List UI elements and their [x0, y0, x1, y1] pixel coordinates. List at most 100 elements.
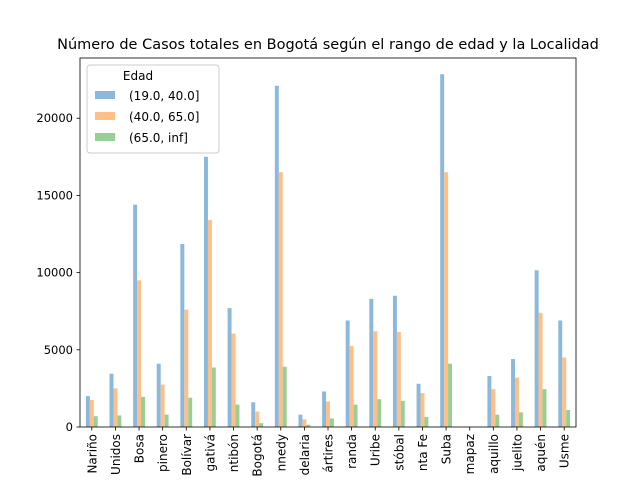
- bar: [562, 357, 567, 427]
- x-tick-label: Uribe: [369, 434, 383, 466]
- bar: [188, 397, 193, 427]
- bar: [141, 396, 145, 427]
- bar: [207, 220, 212, 427]
- legend-swatch: [95, 133, 115, 141]
- bar: [420, 393, 425, 427]
- legend: Edad (19.0, 40.0] (40.0, 65.0] (65.0, inf]: [86, 64, 220, 154]
- bar: [487, 376, 492, 427]
- bar: [400, 400, 405, 427]
- bar: [85, 396, 90, 427]
- bar: [416, 383, 421, 427]
- y-tick-label: 5000: [44, 343, 73, 357]
- axes-layer: 0 5000 10000 15000 20000 Nariño Unidos Bosa pine…: [36, 57, 577, 477]
- bar: [353, 404, 358, 427]
- bar: [160, 384, 165, 427]
- bar: [274, 85, 279, 427]
- bar: [231, 333, 236, 427]
- bar: [164, 414, 169, 427]
- bar: [306, 424, 311, 427]
- bar: [424, 416, 429, 427]
- bars-layer: [85, 74, 571, 428]
- x-tick-label: gativá: [203, 434, 217, 471]
- bar: [373, 331, 378, 427]
- bar: [282, 366, 287, 427]
- bar: [369, 298, 374, 427]
- chart-title: Número de Casos totales en Bogotá según …: [57, 37, 599, 53]
- bar: [251, 402, 256, 427]
- x-tick-label: Nariño: [85, 434, 99, 474]
- bar: [495, 414, 500, 427]
- bar: [89, 399, 94, 427]
- bar: [448, 363, 452, 427]
- bar: [298, 414, 303, 427]
- bar: [278, 172, 283, 427]
- y-tick-label: 15000: [36, 188, 73, 202]
- x-tick-label: aquén: [534, 434, 548, 472]
- bar: [133, 204, 138, 427]
- bar: [227, 308, 232, 427]
- bar: [377, 399, 382, 427]
- x-tick-label: nnedy: [274, 434, 288, 471]
- x-tick-label: mapaz: [463, 434, 477, 474]
- y-tick-label: 0: [66, 420, 73, 434]
- bar: [204, 156, 208, 427]
- legend-swatch: [95, 112, 115, 120]
- bar: [329, 418, 334, 427]
- x-tick-label: delaria: [298, 434, 312, 475]
- bar: [558, 320, 563, 427]
- legend-label: (65.0, inf]: [129, 131, 188, 145]
- bar: [396, 332, 401, 427]
- x-tick-label: Suba: [440, 434, 454, 464]
- bar: [117, 415, 122, 427]
- x-tick-label: stóbal: [392, 434, 406, 471]
- x-tick-label: pinero: [156, 434, 170, 472]
- x-tick-label: Unidos: [109, 434, 123, 475]
- legend-title: Edad: [123, 69, 153, 83]
- x-tick-label: Usme: [558, 434, 572, 468]
- x-tick-label: Bogotá: [251, 434, 265, 477]
- x-tick-label: juelito: [510, 434, 524, 472]
- bar: [109, 373, 114, 427]
- bar: [137, 280, 142, 427]
- x-tick-label: Bolívar: [180, 434, 194, 476]
- bar: [518, 412, 523, 427]
- legend-swatch: [95, 91, 115, 99]
- bar: [514, 377, 519, 427]
- bar: [440, 74, 445, 428]
- bar: [534, 270, 539, 427]
- x-tick-label: ntibón: [227, 434, 241, 472]
- bar: [255, 411, 260, 427]
- bar: [538, 312, 543, 427]
- bar: [180, 244, 185, 427]
- bar: [491, 389, 496, 427]
- bar: [326, 401, 330, 427]
- x-tick-label: Bosa: [133, 434, 147, 463]
- bar: [511, 359, 515, 427]
- bar: [349, 345, 354, 427]
- bar: [156, 363, 161, 427]
- bar: [302, 419, 307, 427]
- bar: [392, 295, 397, 427]
- legend-label: (19.0, 40.0]: [129, 89, 199, 103]
- x-tick-label: aquillo: [487, 434, 501, 474]
- bar: [113, 388, 118, 427]
- bar: [259, 423, 264, 427]
- bar: [211, 367, 216, 427]
- legend-box: [86, 64, 220, 154]
- bar: [184, 309, 189, 427]
- x-tick-label: nta Fe: [416, 434, 430, 471]
- bar: [345, 320, 350, 427]
- bar: [93, 416, 98, 427]
- bar: [322, 391, 327, 427]
- legend-label: (40.0, 65.0]: [129, 110, 199, 124]
- bar: [542, 389, 547, 427]
- y-tick-label: 20000: [36, 111, 73, 125]
- x-tick-label: randa: [345, 434, 359, 469]
- y-tick-label: 10000: [36, 266, 73, 280]
- x-tick-label: ártires: [322, 434, 336, 473]
- bar: [444, 172, 449, 427]
- bar: [235, 404, 240, 427]
- bar: [566, 410, 571, 427]
